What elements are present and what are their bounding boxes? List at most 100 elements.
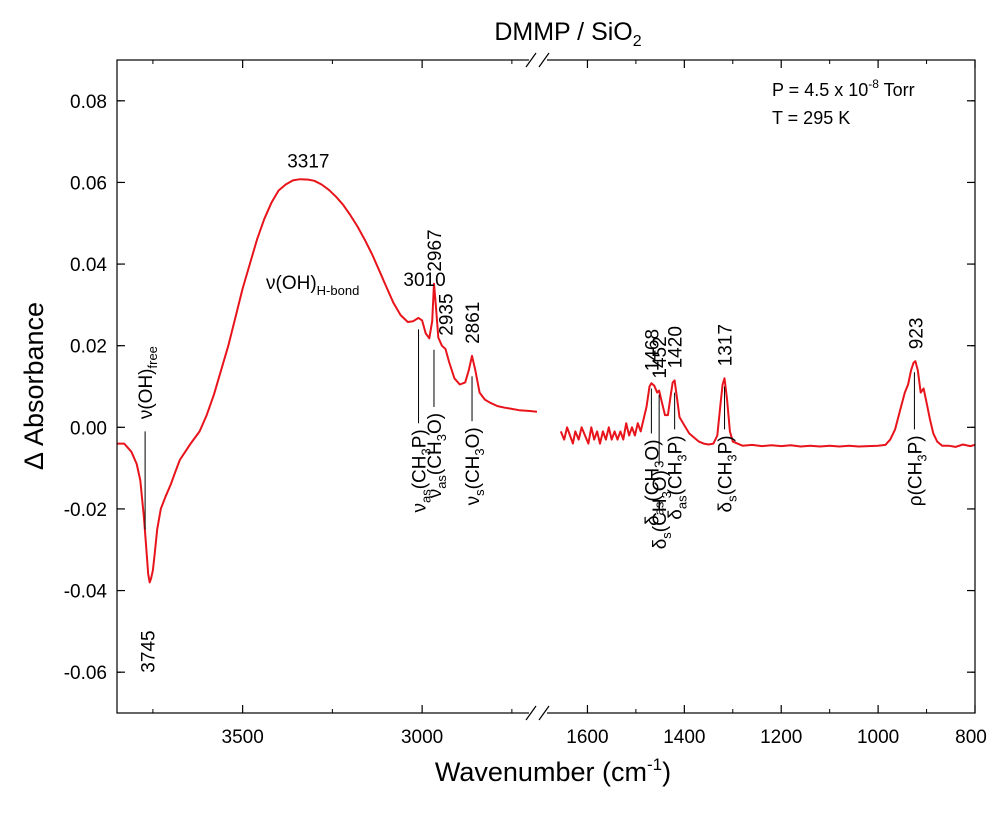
x-tick-label: 800 [955,727,987,748]
pressure-note-unit: Torr [879,80,915,100]
axis-break-mark [525,705,537,721]
mode-label-delta-s-ch3p: δs(CH3P) [716,435,740,512]
y-axis-label: Δ Absorbance [19,302,49,470]
axis-break-mark [538,52,550,68]
x-axis-label-sup: -1 [647,755,662,774]
chart-title-main: DMMP / SiO [494,18,632,46]
spectrum-line-segment-1 [117,178,538,584]
mode-label-nu-s-ch3o: νs(CH3O) [463,427,487,505]
mode-label-part: 3 [725,454,740,461]
mode-label-nu-as-ch3o: νas(CH3O) [425,413,449,498]
mode-label-part: 3 [914,454,929,461]
mode-label-part: δ [642,515,663,526]
x-tick-label: 1400 [663,727,705,748]
x-tick-label: 1000 [857,727,899,748]
mode-label-part: (CH [666,462,687,496]
pressure-note-exp: -8 [868,77,879,91]
x-tick-label: 3500 [222,727,264,748]
x-tick-label: 1600 [566,727,608,748]
plot-frame [116,59,976,714]
mode-label-part: δ [650,539,671,550]
mode-label-part: (CH [410,456,431,490]
mode-label-part: ν [410,503,431,512]
mode-label-part: O) [642,439,663,460]
spectrum-layer [117,178,975,584]
peak-label-2861: 2861 [463,302,484,344]
y-tick-label: 0.06 [70,173,107,194]
peak-label-1420: 1420 [666,326,687,368]
mode-label-part: O) [463,427,484,448]
mode-label-part: (CH [642,468,663,502]
pressure-note-main: P = 4.5 x 10 [772,80,868,100]
x-axis-label-main: Wavenumber (cm [435,757,647,787]
axes-layer [116,51,976,722]
mode-label-rho-ch3p: ρ(CH3P) [905,435,929,506]
mode-label-oh-hbond: ν(OH)H-bond [266,273,359,298]
chart-title: DMMP / SiO2 [494,18,641,50]
mode-label-part: free [145,346,160,368]
y-tick-label: -0.04 [64,582,108,603]
mode-label-part: (CH [425,441,446,475]
mode-label-part: as [419,489,434,503]
y-tick-label: 0.00 [70,418,107,439]
mode-label-part: P) [410,429,431,448]
mode-label-oh-free: ν(OH)free [136,346,160,419]
mode-label-part: ρ(CH [905,462,926,507]
temperature-note: T = 295 K [772,108,850,128]
peak-label-3317: 3317 [287,152,329,173]
mode-label-part: as [675,495,690,509]
mode-label-part: δ [666,509,687,520]
spectrum-line-segment-2 [559,360,975,448]
chart-title-sub: 2 [633,33,642,50]
y-tick-label: 0.02 [70,337,107,358]
mode-label-part: O) [650,470,671,491]
mode-label-part: s [659,532,674,539]
pressure-note: P = 4.5 x 10-8 Torr [772,77,915,100]
mode-label-part: ν [425,489,446,499]
peak-label-3010: 3010 [403,270,445,291]
x-tick-label: 3000 [401,727,443,748]
mode-label-part: O) [425,413,446,434]
mode-label-part: 3 [651,461,666,468]
mode-label-part: (CH [463,456,484,490]
y-tick-label: -0.02 [64,500,107,521]
mode-label-part: 3 [434,434,449,441]
peak-label-1317: 1317 [716,324,737,366]
peak-label-2935: 2935 [436,293,457,335]
mode-label-part: ν [463,496,484,506]
x-axis-label: Wavenumber (cm-1) [435,755,671,787]
mode-label-part: s [472,489,487,496]
mode-label-part: H-bond [317,283,360,298]
y-tick-label: -0.06 [64,663,107,684]
peak-label-3745: 3745 [138,630,159,672]
mode-label-part: s [725,495,740,502]
mode-label-delta-as-ch3o: δas(CH3O) [642,439,666,525]
mode-label-part: P) [905,435,926,454]
peak-label-923: 923 [906,317,927,349]
mode-label-delta-as-ch3p: δas(CH3P) [666,435,690,519]
mode-label-part: as [434,475,449,489]
mode-label-part: ν(OH) [266,273,317,294]
peak-label-2967: 2967 [425,229,446,271]
mode-label-part: 3 [419,448,434,455]
mode-label-part: (CH [716,462,737,496]
axis-break-mark [538,705,550,721]
mode-label-part: 3 [472,448,487,455]
mode-label-part: as [651,501,666,515]
mode-label-part: 3 [659,491,674,498]
y-tick-label: 0.04 [70,255,107,276]
mode-label-part: 3 [675,454,690,461]
x-axis-label-close: ) [662,757,671,787]
mode-label-part: (CH [650,498,671,532]
mode-label-part: δ [716,502,737,513]
mode-label-nu-as-ch3p: νas(CH3P) [410,429,434,512]
peak-label-1452: 1452 [650,336,671,378]
axis-break-mark [525,52,537,68]
y-tick-label: 0.08 [70,92,107,113]
mode-label-delta-s-ch3o: δs(CH3O) [650,470,674,549]
mode-label-part: ν(OH) [136,368,157,419]
mode-label-part: P) [666,435,687,454]
labels-layer: DMMP / SiO2 Wavenumber (cm-1) Δ Absorban… [19,18,987,787]
x-tick-label: 1200 [760,727,802,748]
